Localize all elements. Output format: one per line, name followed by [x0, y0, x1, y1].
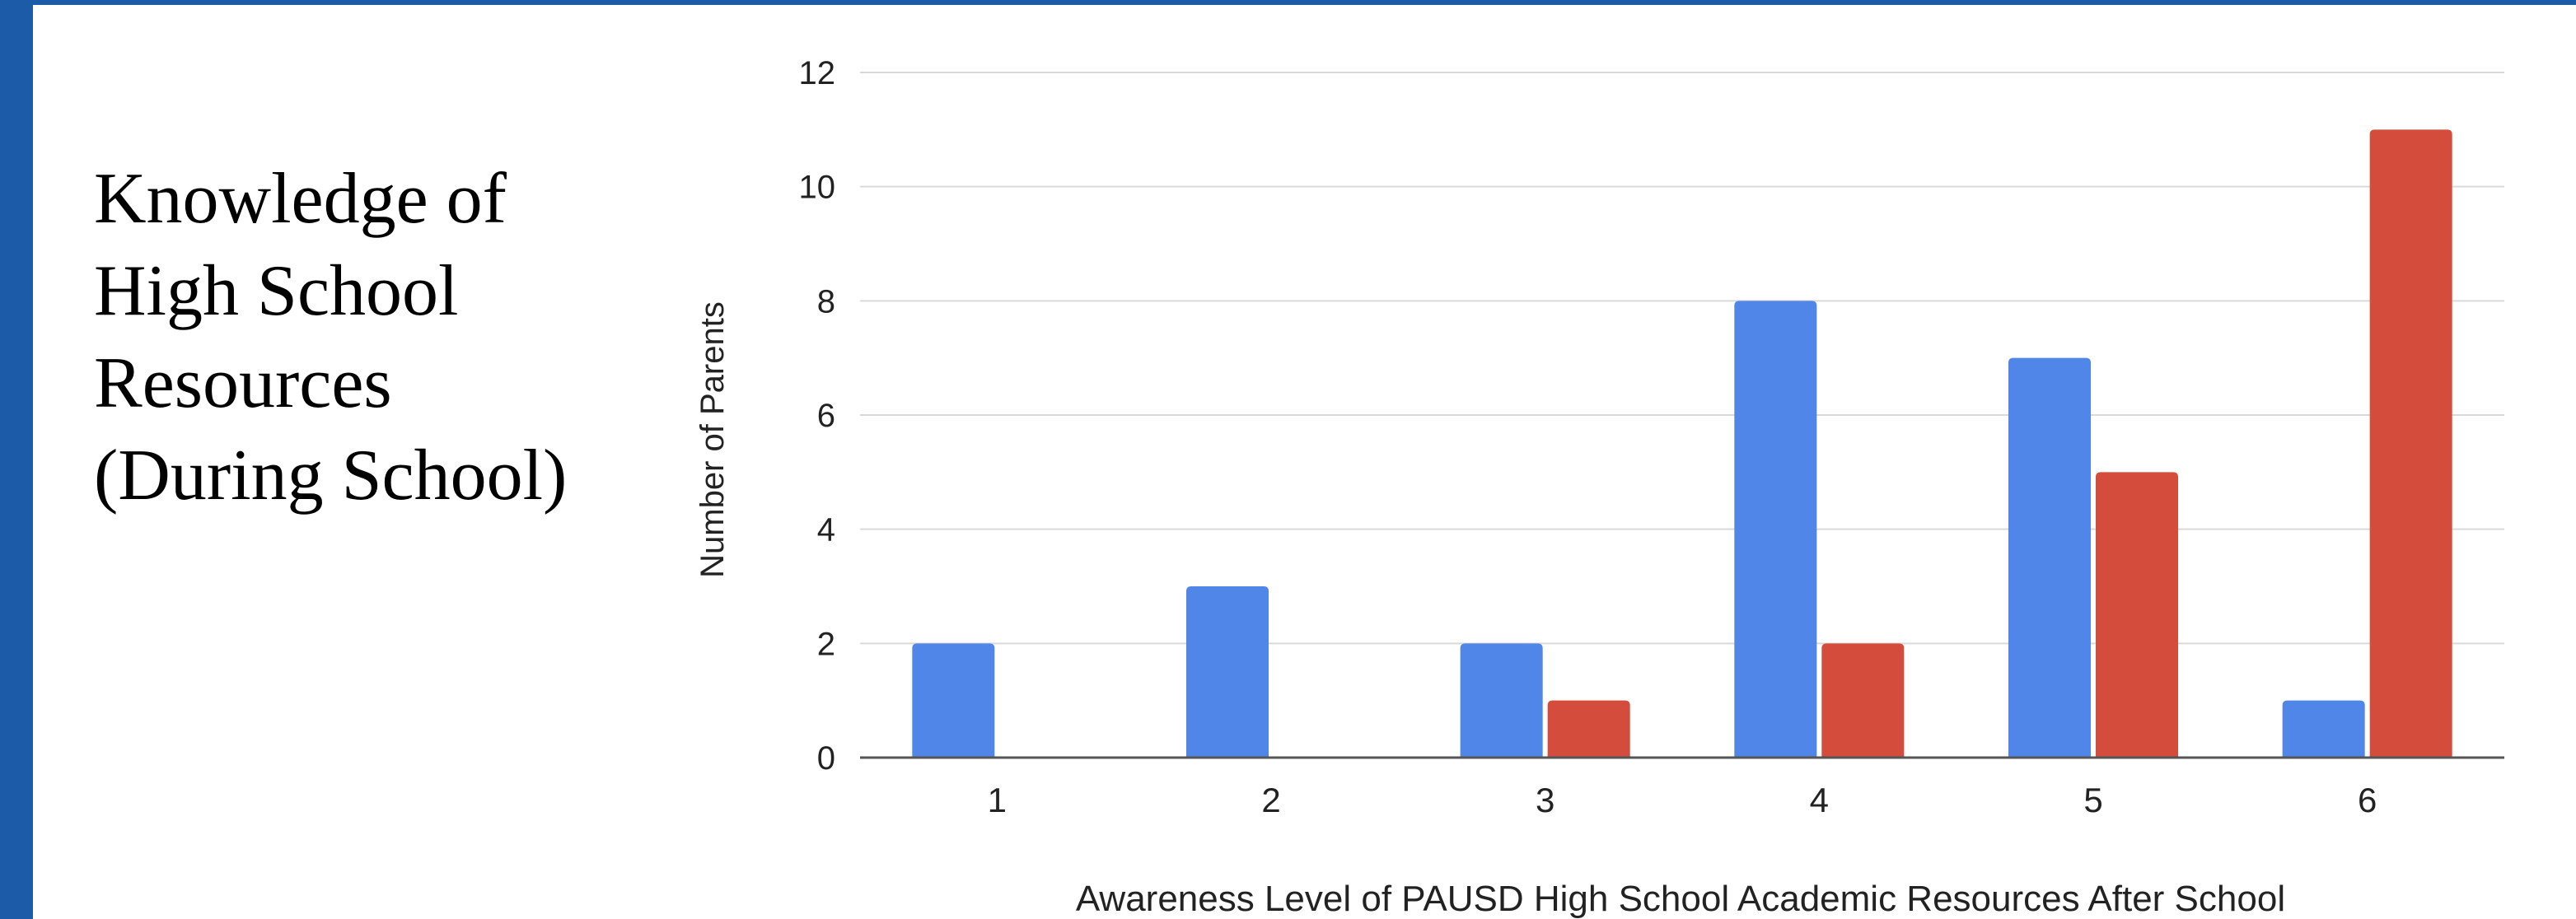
bar-series-1-6: [2282, 700, 2365, 758]
bar-series-2-6: [2369, 129, 2452, 758]
x-tick-label: 5: [2083, 781, 2102, 819]
x-tick-label: 6: [2358, 781, 2377, 819]
bar-series-1-3: [1460, 643, 1543, 758]
x-axis-label: Awareness Level of PAUSD High School Aca…: [1076, 879, 2285, 919]
bars: [912, 129, 2452, 758]
y-tick-label: 6: [817, 398, 835, 434]
slide-title-line-3: Resources: [94, 343, 392, 423]
y-tick-label: 8: [817, 283, 835, 320]
x-tick-label: 1: [988, 781, 1007, 819]
y-tick-label: 4: [817, 512, 835, 548]
y-tick-label: 12: [799, 55, 836, 91]
bar-series-1-5: [2008, 357, 2091, 758]
slide-title-line-1: Knowledge of: [94, 159, 507, 239]
x-axis-ticks: 1 2 3 4 5 6: [988, 781, 2377, 819]
bar-series-2-5: [2096, 472, 2178, 758]
grid-lines: [860, 72, 2504, 645]
bar-series-1-2: [1186, 586, 1269, 758]
x-tick-label: 3: [1536, 781, 1554, 819]
y-tick-label: 2: [817, 626, 835, 662]
y-axis-ticks: 0 2 4 6 8 10 12: [799, 55, 836, 777]
bar-series-1-1: [912, 643, 995, 758]
slide-title: Knowledge of High School Resources (Duri…: [94, 153, 671, 522]
slide-title-line-2: High School: [94, 251, 459, 331]
bar-series-1-4: [1734, 301, 1817, 758]
x-tick-label: 2: [1261, 781, 1280, 819]
bar-series-2-3: [1547, 700, 1630, 758]
x-tick-label: 4: [1810, 781, 1829, 819]
y-axis-label: Number of Parents: [694, 301, 731, 578]
y-tick-label: 10: [799, 170, 836, 206]
y-tick-label: 0: [817, 740, 835, 777]
bar-series-2-4: [1821, 643, 1905, 758]
slide-title-line-4: (During School): [94, 436, 568, 515]
